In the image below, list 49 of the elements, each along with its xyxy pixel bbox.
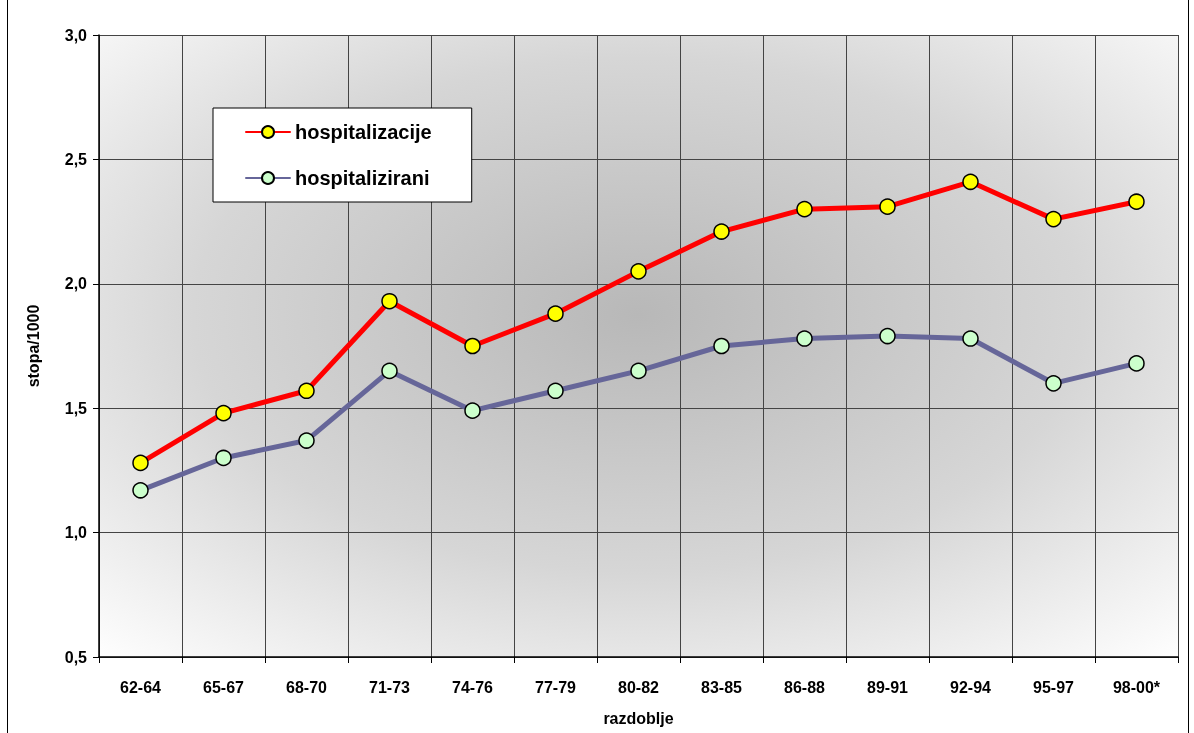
x-tick-label: 74-76 xyxy=(452,678,494,696)
point xyxy=(796,330,813,347)
legend-label: hospitalizacije xyxy=(295,121,432,143)
x-tick-label: 89-91 xyxy=(867,678,909,696)
legend-label: hospitalizirani xyxy=(295,167,430,189)
point xyxy=(381,362,398,380)
x-tick-label: 62-64 xyxy=(120,678,162,696)
point xyxy=(547,305,564,322)
y-tick-label: 1,0 xyxy=(64,524,88,542)
point xyxy=(879,198,896,215)
x-tick-label: 92-94 xyxy=(950,678,992,696)
point xyxy=(962,173,979,191)
x-tick-label: 65-67 xyxy=(203,678,245,696)
point xyxy=(215,404,232,422)
y-tick-label: 3,0 xyxy=(64,26,88,44)
y-axis-title: stopa/1000 xyxy=(24,304,42,388)
x-tick-label: 77-79 xyxy=(535,678,577,696)
point xyxy=(630,263,647,280)
point xyxy=(879,327,896,345)
x-tick-label: 98-00* xyxy=(1112,678,1161,696)
point xyxy=(962,330,979,347)
x-tick-label: 71-73 xyxy=(369,678,411,696)
y-tick-label: 0,5 xyxy=(64,648,88,666)
y-tick-label: 2,5 xyxy=(64,150,88,168)
point xyxy=(298,382,315,400)
point xyxy=(381,292,398,310)
point xyxy=(132,482,149,499)
point xyxy=(630,362,647,380)
point xyxy=(713,223,730,240)
y-tick-label: 2,0 xyxy=(64,275,88,293)
point xyxy=(1128,193,1145,210)
x-tick-label: 68-70 xyxy=(286,678,328,696)
y-tick-label: 1,5 xyxy=(64,399,88,417)
point xyxy=(1128,355,1145,372)
point xyxy=(1045,210,1062,228)
x-tick-label: 95-97 xyxy=(1033,678,1075,696)
point xyxy=(547,382,564,400)
x-tick-label: 86-88 xyxy=(784,678,826,696)
point xyxy=(298,432,315,449)
point xyxy=(796,200,813,218)
point xyxy=(215,449,232,467)
point xyxy=(1045,375,1062,392)
x-axis-title: razdoblje xyxy=(603,709,674,727)
point xyxy=(713,337,730,355)
x-tick-label: 80-82 xyxy=(618,678,660,696)
point xyxy=(132,454,149,472)
point xyxy=(464,402,481,419)
point xyxy=(464,337,481,355)
x-tick-label: 83-85 xyxy=(701,678,743,696)
